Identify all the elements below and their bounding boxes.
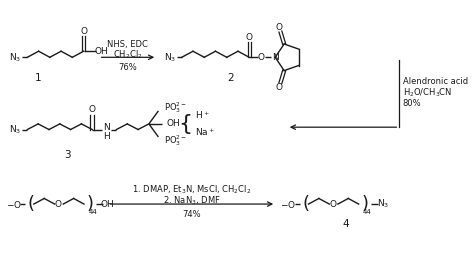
Text: ): )	[361, 195, 368, 213]
Text: Na$^+$: Na$^+$	[195, 126, 215, 138]
Text: O: O	[275, 83, 283, 92]
Text: 76%: 76%	[118, 63, 137, 72]
Text: PO$_3^{2-}$: PO$_3^{2-}$	[164, 133, 187, 148]
Text: 44: 44	[363, 209, 372, 215]
Text: 2: 2	[228, 73, 234, 83]
Text: 44: 44	[88, 209, 97, 215]
Text: CH$_2$Cl$_2$: CH$_2$Cl$_2$	[113, 49, 143, 61]
Text: (: (	[302, 195, 309, 213]
Text: 74%: 74%	[182, 210, 201, 219]
Text: O: O	[55, 200, 62, 209]
Text: OH: OH	[94, 47, 108, 56]
Text: N$_3$: N$_3$	[164, 51, 176, 64]
Text: $-$O: $-$O	[281, 198, 296, 210]
Text: 1. DMAP, Et$_3$N, MsCl, CH$_2$Cl$_2$: 1. DMAP, Et$_3$N, MsCl, CH$_2$Cl$_2$	[132, 184, 251, 196]
Text: N: N	[272, 53, 279, 62]
Text: 1: 1	[35, 73, 41, 83]
Text: PO$_3^{2-}$: PO$_3^{2-}$	[164, 100, 187, 115]
Text: H: H	[103, 132, 109, 141]
Text: 4: 4	[342, 219, 348, 229]
Text: H$_2$O/CH$_3$CN: H$_2$O/CH$_3$CN	[403, 86, 452, 99]
Text: ): )	[87, 195, 93, 213]
Text: OH: OH	[166, 119, 180, 128]
Text: $-$O: $-$O	[6, 198, 22, 210]
Text: Alendronic acid: Alendronic acid	[403, 77, 468, 86]
Text: O: O	[80, 27, 87, 36]
Text: O: O	[329, 200, 337, 209]
Text: O: O	[89, 105, 96, 114]
Text: N$_3$: N$_3$	[9, 123, 21, 136]
Text: O: O	[246, 33, 253, 42]
Text: {: {	[178, 114, 192, 134]
Text: N$_3$: N$_3$	[9, 51, 21, 64]
Text: O: O	[258, 53, 265, 62]
Text: O: O	[275, 23, 283, 32]
Text: N$_3$: N$_3$	[377, 198, 390, 210]
Text: 2. NaN$_3$, DMF: 2. NaN$_3$, DMF	[163, 195, 220, 207]
Text: N: N	[103, 123, 109, 132]
Text: H$^+$: H$^+$	[195, 110, 210, 121]
Text: OH: OH	[101, 200, 115, 209]
Text: NHS, EDC: NHS, EDC	[108, 40, 148, 49]
Text: (: (	[27, 195, 34, 213]
Text: 80%: 80%	[403, 99, 421, 108]
Text: 3: 3	[64, 150, 71, 160]
